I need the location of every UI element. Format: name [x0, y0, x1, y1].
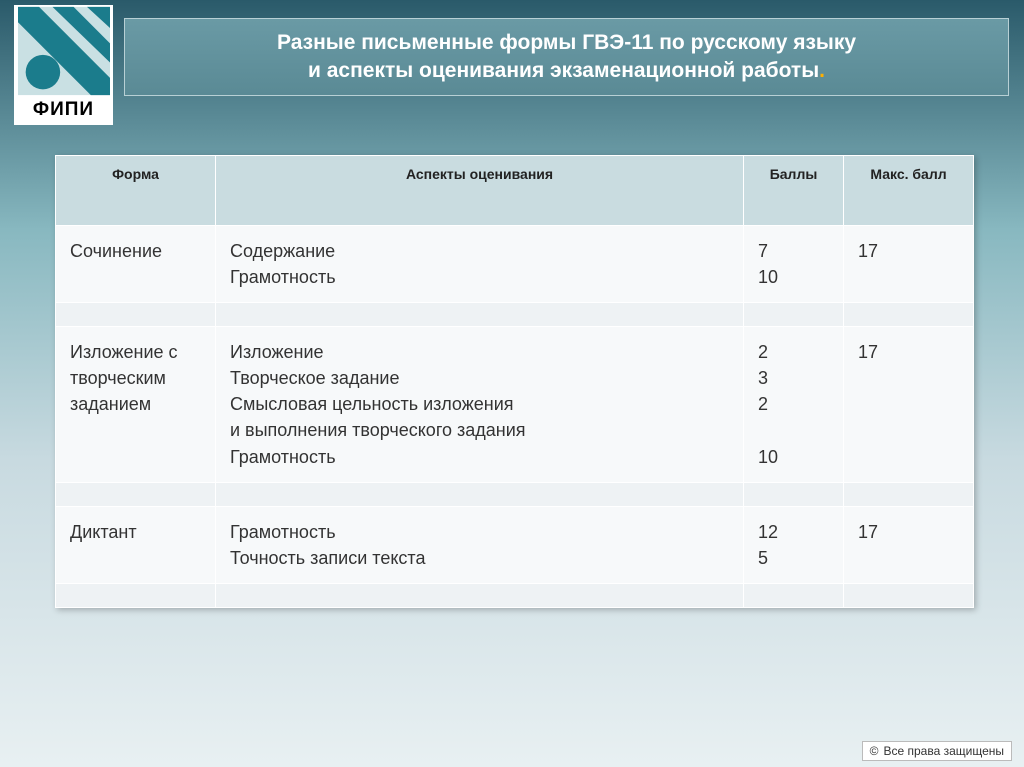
table-spacer — [56, 482, 974, 506]
copyright-text: Все права защищены — [883, 744, 1004, 758]
header-aspects: Аспекты оценивания — [216, 156, 744, 226]
table-row: Сочинение СодержаниеГрамотность 710 17 — [56, 226, 974, 303]
header-area: ФИПИ Разные письменные формы ГВЭ-11 по р… — [0, 0, 1024, 125]
fipi-logo-icon — [16, 5, 112, 97]
cell-max: 17 — [844, 226, 974, 303]
cell-form: Изложение с творческим заданием — [56, 327, 216, 482]
copyright-footer: © Все права защищены — [862, 741, 1012, 761]
cell-aspects: ИзложениеТворческое заданиеСмысловая цел… — [216, 327, 744, 482]
title-line-1: Разные письменные формы ГВЭ-11 по русско… — [277, 31, 856, 54]
logo-text: ФИПИ — [33, 99, 94, 121]
table-header-row: Форма Аспекты оценивания Баллы Макс. бал… — [56, 156, 974, 226]
header-max: Макс. балл — [844, 156, 974, 226]
cell-aspects: СодержаниеГрамотность — [216, 226, 744, 303]
table-row: Изложение с творческим заданием Изложени… — [56, 327, 974, 482]
table-container: Форма Аспекты оценивания Баллы Макс. бал… — [55, 155, 974, 608]
cell-form: Диктант — [56, 506, 216, 583]
header-points: Баллы — [744, 156, 844, 226]
title-dot: . — [819, 59, 825, 82]
cell-max: 17 — [844, 327, 974, 482]
table-spacer — [56, 303, 974, 327]
table-spacer — [56, 583, 974, 607]
header-form: Форма — [56, 156, 216, 226]
logo-box: ФИПИ — [14, 5, 113, 125]
cell-form: Сочинение — [56, 226, 216, 303]
title-line-2: и аспекты оценивания экзаменационной раб… — [308, 59, 819, 82]
cell-points: 125 — [744, 506, 844, 583]
table-row: Диктант ГрамотностьТочность записи текст… — [56, 506, 974, 583]
slide-title: Разные письменные формы ГВЭ-11 по русско… — [124, 18, 1009, 96]
cell-points: 710 — [744, 226, 844, 303]
cell-max: 17 — [844, 506, 974, 583]
assessment-table: Форма Аспекты оценивания Баллы Макс. бал… — [55, 155, 974, 608]
copyright-icon: © — [870, 744, 879, 758]
cell-points: 232 10 — [744, 327, 844, 482]
table-body: Сочинение СодержаниеГрамотность 710 17 И… — [56, 226, 974, 608]
cell-aspects: ГрамотностьТочность записи текста — [216, 506, 744, 583]
